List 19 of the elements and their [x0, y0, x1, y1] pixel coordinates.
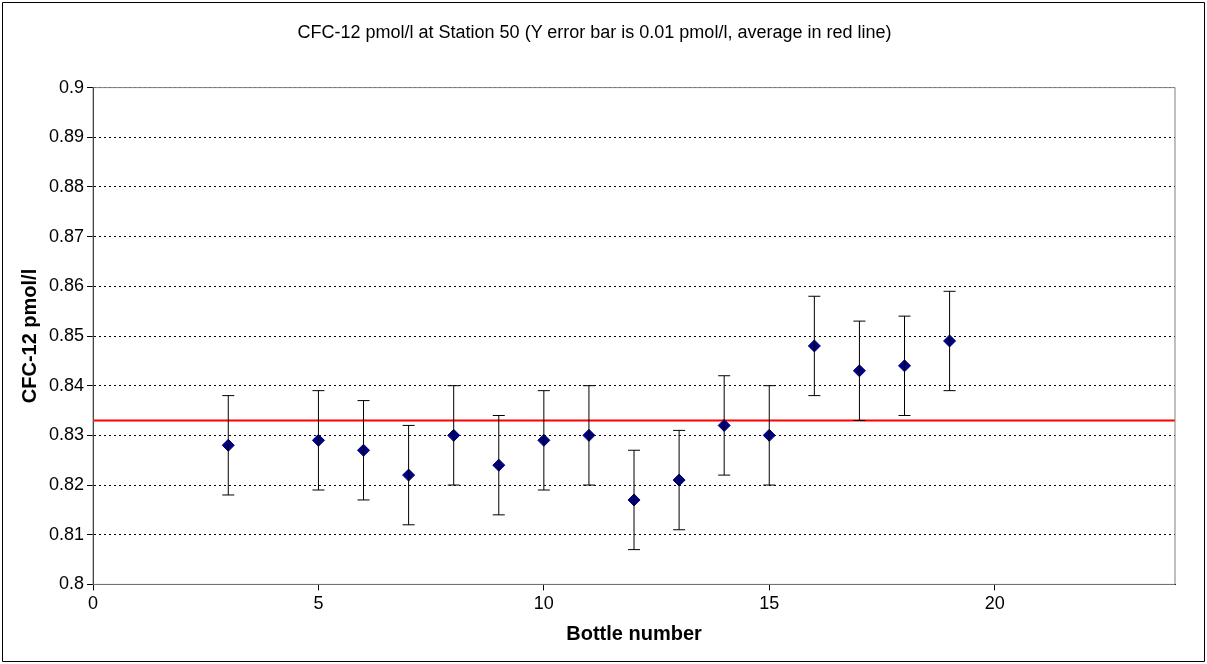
y-tick-label: 0.85 — [48, 324, 85, 345]
y-tick-label: 0.9 — [59, 76, 85, 97]
x-tick-label: 10 — [533, 593, 554, 614]
y-tick-label: 0.89 — [48, 126, 85, 147]
y-tick-label: 0.8 — [59, 573, 85, 594]
y-tick-label: 0.88 — [48, 175, 85, 196]
y-tick-label: 0.86 — [48, 275, 85, 296]
x-axis-title: Bottle number — [566, 621, 703, 644]
chart-title: CFC-12 pmol/l at Station 50 (Y error bar is 0.01 pmol/l, average in red line) — [297, 21, 892, 42]
y-tick-label: 0.82 — [48, 474, 85, 495]
y-tick-label: 0.83 — [48, 424, 85, 445]
y-axis-title: CFC-12 pmol/l — [17, 268, 40, 404]
x-tick-label: 20 — [984, 593, 1005, 614]
x-tick-label: 0 — [88, 593, 99, 614]
x-tick-label: 15 — [759, 593, 780, 614]
y-tick-label: 0.87 — [48, 225, 85, 246]
y-tick-label: 0.84 — [48, 374, 85, 395]
y-tick-label: 0.81 — [48, 523, 85, 544]
x-tick-label: 5 — [313, 593, 324, 614]
